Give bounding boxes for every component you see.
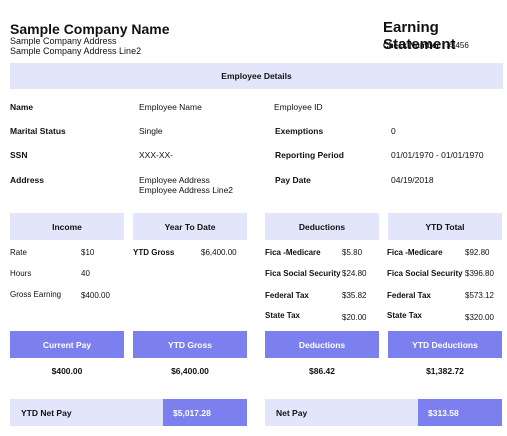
ytd-deductions-summary-value: $1,382.72: [426, 366, 464, 376]
deduction-social-security-value: $24.80: [342, 269, 367, 278]
ytd-gross-summary-value: $6,400.00: [171, 366, 209, 376]
ytd-net-pay-value: $5,017.28: [163, 399, 247, 426]
ytd-deductions-summary-header: YTD Deductions: [388, 331, 502, 358]
company-address-line2: Sample Company Address Line2: [10, 46, 142, 56]
ytd-total-social-security-value: $396.80: [465, 269, 494, 278]
income-hours-value: 40: [81, 269, 90, 278]
deductions-summary-value: $86.42: [309, 366, 335, 376]
ytd-total-federal-tax-label: Federal Tax: [387, 291, 431, 300]
marital-status-value: Single: [139, 126, 163, 136]
deduction-federal-tax-value: $35.82: [342, 291, 367, 300]
pay-date-label: Pay Date: [275, 175, 311, 185]
ytd-total-medicare-value: $92.80: [465, 248, 490, 257]
income-header: Income: [10, 213, 124, 240]
exemptions-value: 0: [391, 126, 396, 136]
marital-status-label: Marital Status: [10, 126, 66, 136]
exemptions-label: Exemptions: [275, 126, 324, 136]
deductions-summary-header: Deductions: [265, 331, 379, 358]
ytd-total-social-security-label: Fica Social Security: [387, 269, 463, 278]
ytd-total-federal-tax-value: $573.12: [465, 291, 494, 300]
income-gross-label: Gross Earning: [10, 290, 62, 299]
deduction-state-tax-value: $20.00: [342, 313, 367, 322]
ssn-label: SSN: [10, 150, 28, 160]
current-pay-value: $400.00: [51, 366, 83, 376]
employee-id-label: Employee ID: [274, 102, 323, 112]
address-line2: Employee Address Line2: [139, 185, 234, 195]
pay-date-value: 04/19/2018: [391, 175, 434, 185]
check-number-label: Check Number : #3456: [383, 41, 469, 50]
company-address-line1: Sample Company Address: [10, 36, 117, 46]
ytd-total-header: YTD Total: [388, 213, 502, 240]
employee-details-header: Employee Details: [10, 63, 503, 89]
net-pay-value: $313.58: [418, 399, 502, 426]
net-pay-label: Net Pay: [276, 408, 308, 418]
ytd-net-pay-bar: YTD Net Pay $5,017.28: [10, 399, 247, 426]
ytd-total-medicare-label: Fica -Medicare: [387, 248, 443, 257]
income-rate-label: Rate: [10, 248, 27, 257]
net-pay-bar: Net Pay $313.58: [265, 399, 502, 426]
address-line1: Employee Address: [139, 175, 210, 185]
ytd-gross-value: $6,400.00: [201, 248, 237, 257]
address-label: Address: [10, 175, 45, 185]
ssn-value: XXX-XX-: [139, 150, 174, 160]
deduction-medicare-label: Fica -Medicare: [265, 248, 321, 257]
company-name: Sample Company Name: [10, 21, 170, 37]
name-value: Employee Name: [139, 102, 202, 112]
deduction-federal-tax-label: Federal Tax: [265, 291, 309, 300]
ytd-net-pay-label: YTD Net Pay: [21, 408, 72, 418]
income-hours-label: Hours: [10, 269, 32, 278]
name-label: Name: [10, 102, 34, 112]
ytd-total-state-tax-label: State Tax: [387, 311, 422, 320]
ytd-total-state-tax-value: $320.00: [465, 313, 494, 322]
year-to-date-header: Year To Date: [133, 213, 247, 240]
current-pay-header: Current Pay: [10, 331, 124, 358]
deductions-header: Deductions: [265, 213, 379, 240]
ytd-gross-label: YTD Gross: [133, 248, 175, 257]
check-number-value: #3456: [446, 41, 469, 50]
reporting-period-value: 01/01/1970 - 01/01/1970: [391, 150, 484, 160]
statement-title: Earning Statement: [383, 19, 456, 53]
reporting-period-label: Reporting Period: [275, 150, 344, 160]
deduction-state-tax-label: State Tax: [265, 311, 300, 320]
check-number-text: Check Number :: [383, 41, 447, 50]
ytd-gross-summary-header: YTD Gross: [133, 331, 247, 358]
income-gross-value: $400.00: [81, 291, 110, 300]
deduction-medicare-value: $5.80: [342, 248, 363, 257]
income-rate-value: $10: [81, 248, 95, 257]
deduction-social-security-label: Fica Social Security: [265, 269, 341, 278]
